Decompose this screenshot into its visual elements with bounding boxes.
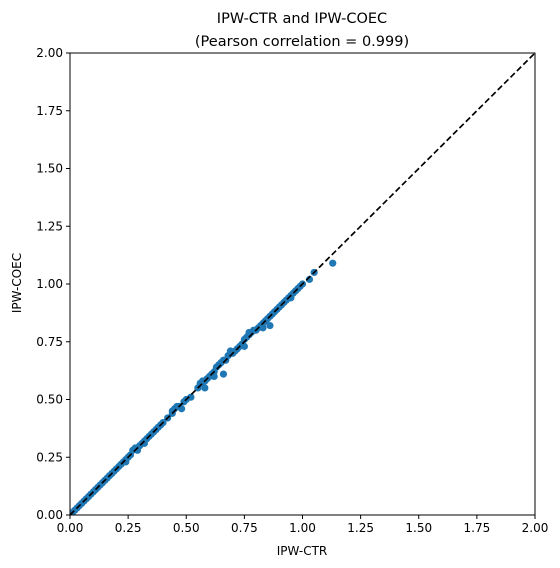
y-tick-label: 0.00 xyxy=(36,508,63,522)
y-tick-label: 1.00 xyxy=(36,277,63,291)
x-tick-label: 1.75 xyxy=(464,521,491,535)
data-point xyxy=(201,384,209,392)
y-tick-label: 0.75 xyxy=(36,335,63,349)
y-axis-label: IPW-COEC xyxy=(10,253,24,313)
reference-diagonal-line xyxy=(69,52,536,516)
plot-area: 0.00 0.25 0.50 0.75 1.00 1.25 1.50 1.75 2.00 0.00… xyxy=(36,46,548,535)
x-tick-label: 0.25 xyxy=(115,521,142,535)
y-tick-label: 0.50 xyxy=(36,393,63,407)
y-tick-label: 2.00 xyxy=(36,46,63,60)
data-point xyxy=(259,324,267,332)
y-tick-label: 1.25 xyxy=(36,219,63,233)
x-tick-label: 0.75 xyxy=(231,521,258,535)
data-point xyxy=(122,458,130,466)
data-point xyxy=(266,321,274,330)
chart-subtitle: (Pearson correlation = 0.999) xyxy=(195,34,409,50)
x-tick-label: 2.00 xyxy=(522,521,549,535)
x-tick-label: 0.00 xyxy=(57,521,84,535)
y-tick-label: 1.75 xyxy=(36,104,63,118)
data-point xyxy=(140,439,148,447)
y-tick-label: 0.25 xyxy=(36,450,63,464)
data-point xyxy=(168,407,176,415)
x-tick-label: 1.25 xyxy=(347,521,374,535)
x-tick-label: 1.00 xyxy=(289,521,316,535)
data-point xyxy=(219,370,228,378)
x-tick-label: 0.50 xyxy=(173,521,200,535)
data-point xyxy=(287,294,295,302)
data-point xyxy=(240,342,248,350)
x-axis-label: IPW-CTR xyxy=(277,544,328,558)
chart-title: IPW-CTR and IPW-COEC xyxy=(217,11,387,27)
data-point xyxy=(305,275,314,283)
data-point xyxy=(187,393,195,401)
y-tick-label: 1.50 xyxy=(36,162,63,176)
x-tick-label: 1.50 xyxy=(405,521,432,535)
data-point xyxy=(329,259,337,267)
